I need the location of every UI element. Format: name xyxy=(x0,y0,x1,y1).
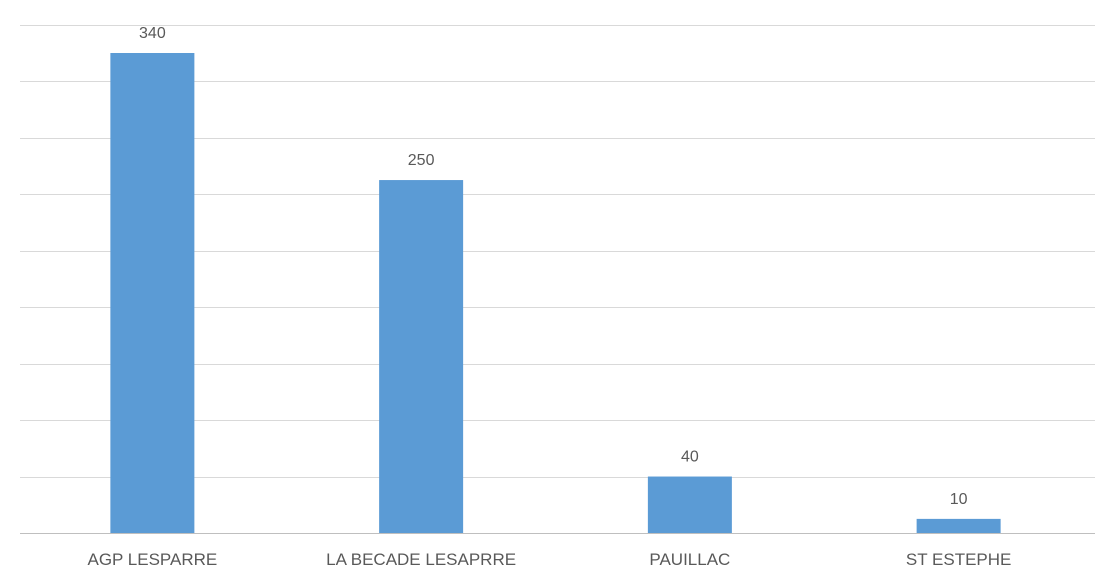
bar-agp-lesparre xyxy=(110,53,195,533)
bar-pauillac xyxy=(647,476,732,533)
data-label: 10 xyxy=(950,491,968,508)
category-label: PAUILLAC xyxy=(649,550,730,569)
data-label: 40 xyxy=(681,449,699,466)
data-labels: 340 250 40 10 xyxy=(139,25,968,508)
data-label: 340 xyxy=(139,25,166,42)
bar-la-becade-lesaprre xyxy=(379,180,464,533)
category-labels: AGP LESPARRE LA BECADE LESAPRRE PAUILLAC ST… xyxy=(87,550,1011,569)
category-label: ST ESTEPHE xyxy=(906,550,1012,569)
bar-st-estephe xyxy=(916,518,1001,533)
bars xyxy=(110,53,1001,533)
data-label: 250 xyxy=(408,152,435,169)
gridlines xyxy=(20,25,1095,478)
category-label: AGP LESPARRE xyxy=(87,550,217,569)
category-label: LA BECADE LESAPRRE xyxy=(326,550,516,569)
